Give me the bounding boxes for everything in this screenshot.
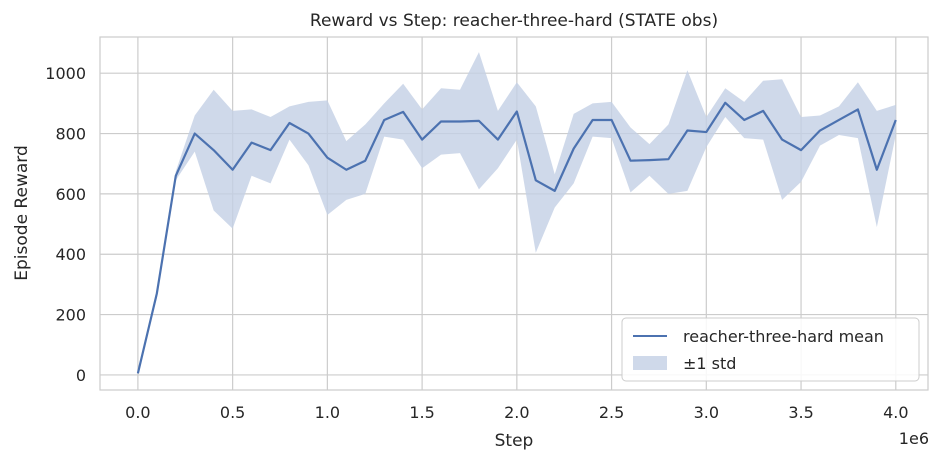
mean-line (136, 101, 897, 374)
legend-box (621, 317, 920, 382)
x-tick-label: 1.0 (315, 403, 340, 422)
legend-band-swatch (633, 356, 667, 370)
x-offset-label: 1e6 (899, 429, 929, 448)
y-tick-labels: 0 200 400 600 800 1000 (45, 64, 86, 385)
x-tick-label: 4.0 (883, 403, 908, 422)
y-tick-label: 800 (55, 125, 86, 144)
x-tick-labels: 0.0 0.5 1.0 1.5 2.0 2.5 3.0 3.5 4.0 (125, 403, 908, 422)
x-tick-label: 0.5 (220, 403, 245, 422)
y-tick-label: 0 (76, 366, 86, 385)
x-tick-label: 0.0 (125, 403, 150, 422)
x-tick-label: 2.0 (504, 403, 529, 422)
y-tick-label: 600 (55, 185, 86, 204)
x-tick-label: 2.5 (599, 403, 624, 422)
y-tick-label: 200 (55, 306, 86, 325)
chart-title: Reward vs Step: reacher-three-hard (STAT… (310, 11, 718, 31)
x-tick-label: 3.5 (788, 403, 813, 422)
legend-label-std: ±1 std (683, 354, 736, 373)
y-axis-label: Episode Reward (12, 145, 32, 280)
plot-frame (99, 36, 929, 391)
legend: reacher-three-hard mean ±1 std (621, 317, 920, 382)
x-tick-label: 3.0 (694, 403, 719, 422)
x-axis-label: Step (495, 431, 534, 451)
plot-border (99, 36, 929, 391)
y-tick-label: 400 (55, 245, 86, 264)
mean-line-layer (136, 101, 897, 374)
legend-label-mean: reacher-three-hard mean (683, 327, 884, 346)
x-tick-label: 1.5 (409, 403, 434, 422)
y-tick-label: 1000 (45, 64, 86, 83)
